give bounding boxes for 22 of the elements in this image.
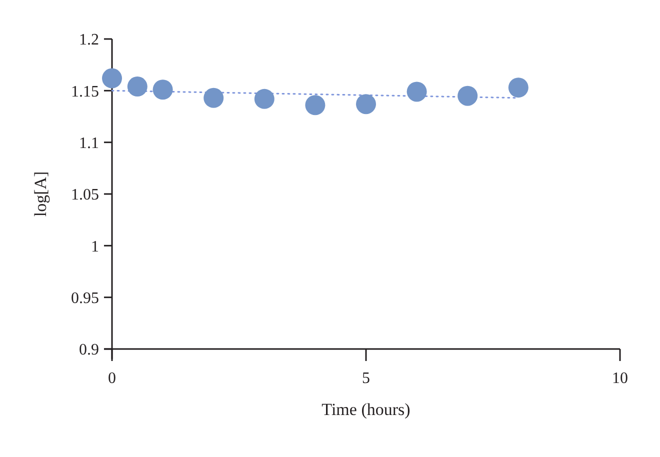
point — [254, 88, 274, 109]
point — [204, 88, 224, 108]
x-tick-label: 10 — [612, 370, 628, 387]
x-axis-title: Time (hours) — [322, 400, 410, 419]
point — [102, 68, 122, 88]
point — [406, 82, 427, 102]
point — [305, 95, 326, 116]
point — [152, 80, 173, 100]
point — [508, 78, 528, 98]
y-tick-label: 0.95 — [71, 290, 99, 307]
point — [356, 94, 376, 114]
y-tick-label: 0.9 — [79, 342, 99, 359]
y-tick-label: 1.05 — [71, 186, 99, 204]
y-tick-label: 1.15 — [71, 83, 99, 100]
point — [127, 76, 148, 97]
y-axis-title: log[A] — [31, 171, 50, 217]
x-tick-label: 0 — [108, 370, 116, 387]
point — [458, 86, 478, 106]
y-tick-label: 1.1 — [79, 134, 99, 152]
x-tick-label: 5 — [362, 370, 370, 387]
y-tick-label: 1 — [91, 238, 99, 256]
y-tick-label: 1.2 — [79, 32, 99, 49]
